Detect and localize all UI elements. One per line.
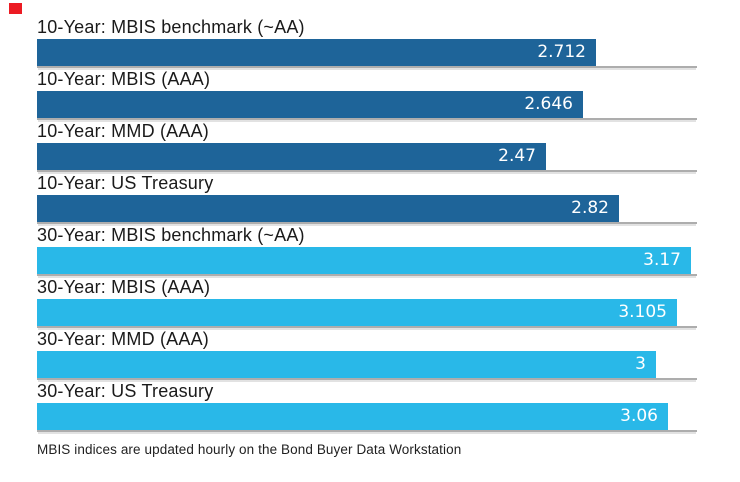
bar-track: 2.712 <box>37 39 697 68</box>
bar-track: 2.646 <box>37 91 697 120</box>
category-label: 30-Year: MBIS (AAA) <box>37 277 211 297</box>
bar-row: 10-Year: MBIS (AAA) 2.646 <box>37 68 697 120</box>
value-bar: 3.06 <box>37 403 668 430</box>
bar-row: 30-Year: MMD (AAA) 3 <box>37 328 697 380</box>
bar-value-label: 2.646 <box>524 94 573 114</box>
bar-value-label: 2.47 <box>498 146 536 166</box>
bar-track: 3.105 <box>37 299 697 328</box>
bar-track: 3.06 <box>37 403 697 432</box>
bar-value-label: 3 <box>635 354 646 374</box>
bar-value-label: 2.712 <box>537 42 586 62</box>
bar-value-label: 3.17 <box>643 250 681 270</box>
value-bar: 3.17 <box>37 247 691 274</box>
category-label: 10-Year: US Treasury <box>37 173 214 193</box>
category-label: 10-Year: MBIS benchmark (~AA) <box>37 17 305 37</box>
bar-chart: 10-Year: MBIS benchmark (~AA) 2.712 10-Yea… <box>37 16 697 432</box>
bar-track: 3 <box>37 351 697 380</box>
bar-row: 30-Year: US Treasury 3.06 <box>37 380 697 432</box>
bar-row: 10-Year: MBIS benchmark (~AA) 2.712 <box>37 16 697 68</box>
value-bar: 2.646 <box>37 91 583 118</box>
value-bar: 2.82 <box>37 195 619 222</box>
value-bar: 2.47 <box>37 143 546 170</box>
value-bar: 2.712 <box>37 39 596 66</box>
red-marker <box>9 3 22 14</box>
bar-row: 10-Year: US Treasury 2.82 <box>37 172 697 224</box>
bar-track: 2.82 <box>37 195 697 224</box>
bar-value-label: 3.105 <box>618 302 667 322</box>
value-bar: 3 <box>37 351 656 378</box>
category-label: 30-Year: MBIS benchmark (~AA) <box>37 225 305 245</box>
category-label: 10-Year: MBIS (AAA) <box>37 69 211 89</box>
bar-row: 30-Year: MBIS benchmark (~AA) 3.17 <box>37 224 697 276</box>
bar-value-label: 3.06 <box>620 406 658 426</box>
category-label: 30-Year: MMD (AAA) <box>37 329 209 349</box>
category-label: 30-Year: US Treasury <box>37 381 214 401</box>
category-label: 10-Year: MMD (AAA) <box>37 121 209 141</box>
bar-value-label: 2.82 <box>571 198 609 218</box>
bar-row: 10-Year: MMD (AAA) 2.47 <box>37 120 697 172</box>
bar-track: 3.17 <box>37 247 697 276</box>
bar-track: 2.47 <box>37 143 697 172</box>
value-bar: 3.105 <box>37 299 677 326</box>
chart-footnote: MBIS indices are updated hourly on the B… <box>37 442 462 457</box>
bar-row: 30-Year: MBIS (AAA) 3.105 <box>37 276 697 328</box>
